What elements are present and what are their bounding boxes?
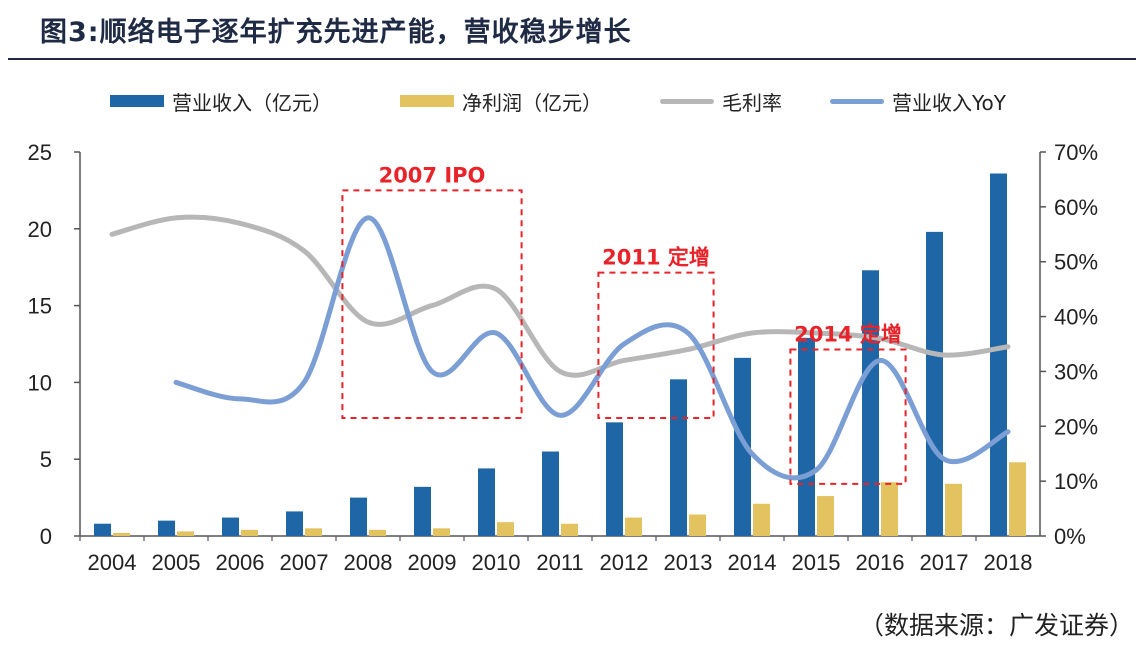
revenue-bar	[542, 451, 559, 536]
source-note: （数据来源：广发证券）	[858, 611, 1134, 640]
annotation-box	[789, 348, 907, 485]
x-tick-label: 2009	[408, 550, 457, 575]
y-right-tick-label: 70%	[1054, 140, 1098, 165]
y-left-tick-label: 0	[40, 524, 52, 549]
annotation-box	[597, 271, 715, 420]
figure-title: 图3:顺络电子逐年扩充先进产能，营收稳步增长	[40, 17, 632, 48]
x-tick-label: 2013	[664, 550, 713, 575]
revenue-bar	[158, 520, 175, 536]
revenue-bar	[670, 379, 687, 536]
gross-margin-line	[109, 214, 1011, 378]
revenue-bar	[990, 173, 1007, 536]
revenue-bar	[478, 468, 495, 536]
profit-bar	[945, 483, 962, 536]
bars-layer	[94, 173, 1026, 536]
x-tick-label: 2014	[728, 550, 777, 575]
x-tick-label: 2005	[152, 550, 201, 575]
revenue-bar	[286, 511, 303, 536]
profit-bar	[1009, 462, 1026, 536]
y-right-tick-label: 20%	[1054, 414, 1098, 439]
x-tick-label: 2008	[344, 550, 393, 575]
revenue-yoy-line	[173, 215, 1011, 481]
annotation-box	[341, 189, 523, 420]
profit-bar	[817, 496, 834, 536]
profit-bar	[177, 531, 194, 536]
y-right-tick-label: 50%	[1054, 250, 1098, 275]
profit-bar	[625, 517, 642, 536]
revenue-bar	[798, 337, 815, 536]
x-tick-label: 2012	[600, 550, 649, 575]
revenue-bar	[222, 517, 239, 536]
title-divider	[8, 58, 1136, 60]
profit-bar	[561, 523, 578, 536]
y-right-tick-label: 10%	[1054, 469, 1098, 494]
y-left-tick-label: 20	[28, 217, 52, 242]
lines-layer	[109, 214, 1011, 481]
x-tick-label: 2015	[792, 550, 841, 575]
annotation-label: 2011 定增	[602, 246, 710, 270]
legend-label-yoy: 营业收入YoY	[892, 90, 1007, 115]
x-tick-label: 2004	[88, 550, 137, 575]
y-left-tick-label: 10	[28, 370, 52, 395]
profit-bar	[369, 529, 386, 536]
legend-label-profit: 净利润（亿元）	[462, 90, 602, 115]
annotations-layer: 2007 IPO 2011 定增 2014 定增	[341, 163, 907, 485]
x-tick-label: 2006	[216, 550, 265, 575]
y-right-tick-label: 60%	[1054, 195, 1098, 220]
legend-item-revenue: 营业收入（亿元）	[110, 86, 332, 116]
legend-swatch-profit	[400, 95, 454, 107]
revenue-bar	[606, 422, 623, 536]
profit-bar	[113, 532, 130, 536]
profit-bar	[305, 528, 322, 536]
profit-bar	[689, 514, 706, 536]
profit-bar	[433, 528, 450, 536]
chart-legend: 营业收入（亿元） 净利润（亿元） 毛利率 营业收入YoY	[0, 86, 1148, 116]
legend-swatch-yoy	[830, 98, 884, 104]
legend-label-gross-margin: 毛利率	[722, 90, 782, 115]
x-tick-label: 2018	[984, 550, 1033, 575]
revenue-bar	[414, 486, 431, 536]
x-tick-label: 2016	[856, 550, 905, 575]
legend-swatch-gross-margin	[660, 98, 714, 104]
profit-bar	[881, 482, 898, 536]
legend-item-yoy: 营业收入YoY	[830, 86, 1006, 116]
revenue-bar	[94, 523, 111, 536]
revenue-bar	[350, 497, 367, 536]
y-left-tick-label: 15	[28, 294, 52, 319]
annotation-label: 2014 定增	[794, 322, 902, 346]
legend-item-profit: 净利润（亿元）	[400, 86, 602, 116]
revenue-bar	[734, 357, 751, 536]
legend-label-revenue: 营业收入（亿元）	[172, 90, 332, 115]
profit-bar	[497, 522, 514, 536]
revenue-bar	[926, 231, 943, 536]
y-right-tick-label: 40%	[1054, 305, 1098, 330]
profit-bar	[753, 503, 770, 536]
x-tick-label: 2017	[920, 550, 969, 575]
x-tick-label: 2010	[472, 550, 521, 575]
axes-layer: 0 5 10 15 20 25 0% 10% 20% 30% 40% 50% 60% 70% 2004 200…	[28, 140, 1099, 575]
x-tick-label: 2011	[536, 550, 583, 575]
annotation-label: 2007 IPO	[379, 163, 486, 187]
x-tick-label: 2007	[280, 550, 329, 575]
revenue-bar	[862, 270, 879, 536]
legend-swatch-revenue	[110, 95, 164, 107]
y-right-tick-label: 30%	[1054, 359, 1098, 384]
legend-item-gross-margin: 毛利率	[660, 86, 782, 116]
profit-bar	[241, 529, 258, 536]
y-left-tick-label: 25	[28, 140, 52, 165]
y-left-tick-label: 5	[40, 447, 52, 472]
y-right-tick-label: 0%	[1054, 524, 1086, 549]
